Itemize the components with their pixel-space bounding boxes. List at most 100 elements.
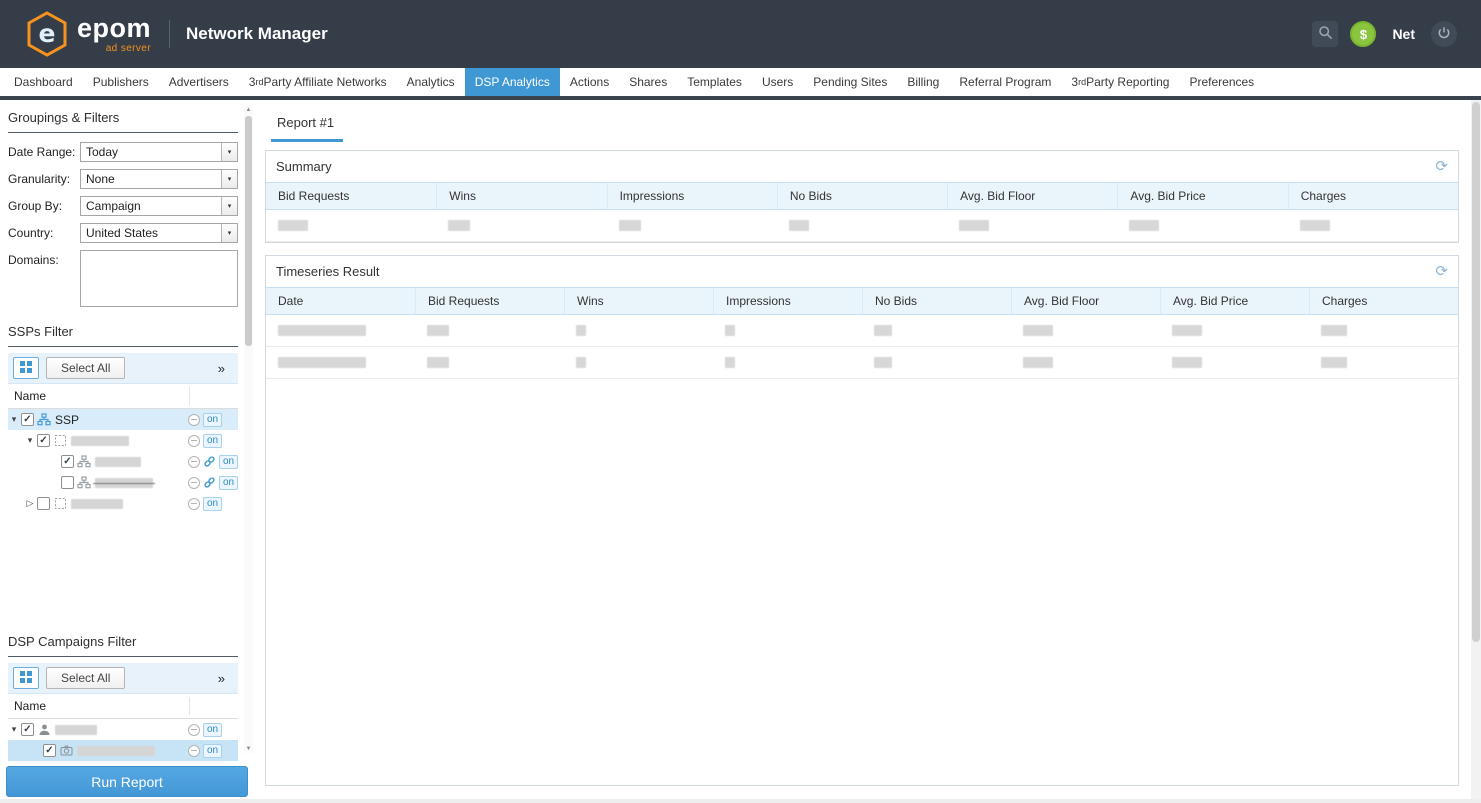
- minus-icon[interactable]: [188, 434, 200, 447]
- ssp-filter-title: SSPs Filter: [8, 314, 238, 347]
- table-cell: [1309, 315, 1458, 347]
- nav-item-referral-program[interactable]: Referral Program: [959, 75, 1052, 89]
- grid-view-button[interactable]: [13, 357, 39, 379]
- country-select[interactable]: United States ▾: [80, 223, 238, 243]
- checkbox-unchecked[interactable]: [37, 497, 50, 510]
- domains-input[interactable]: [80, 250, 238, 307]
- on-badge[interactable]: on: [203, 722, 223, 737]
- account-label[interactable]: Net: [1392, 26, 1415, 42]
- minus-icon[interactable]: [188, 497, 200, 510]
- expander-expanded-icon[interactable]: ▾: [11, 414, 17, 424]
- row-controls: on: [188, 475, 239, 490]
- link-icon[interactable]: [203, 455, 216, 468]
- field-domains: Domains:: [8, 250, 238, 307]
- nav-item-dashboard[interactable]: Dashboard: [14, 75, 73, 89]
- camera-icon: [58, 744, 74, 757]
- tree-row[interactable]: ▷ on: [8, 493, 238, 514]
- field-date-range: Date Range: Today ▾: [8, 142, 238, 162]
- sidebar-scrollbar[interactable]: ▲ ▼: [244, 106, 253, 753]
- table-cell: [415, 347, 564, 379]
- date-range-select[interactable]: Today ▾: [80, 142, 238, 162]
- nav-item-templates[interactable]: Templates: [687, 75, 742, 89]
- table-cell: [266, 315, 415, 347]
- tree-row[interactable]: ✓ on: [8, 451, 239, 472]
- nav-item-pending-sites[interactable]: Pending Sites: [813, 75, 888, 89]
- epom-logo-icon: e: [26, 11, 68, 57]
- nav-item-billing[interactable]: Billing: [907, 75, 940, 89]
- on-badge[interactable]: on: [203, 496, 223, 511]
- nav-item-dsp-analytics[interactable]: DSP Analytics: [464, 68, 560, 96]
- dsp-filter-toolbar: Select All »: [8, 663, 238, 694]
- tree-row-ssp[interactable]: ▾ ✓ SSP on: [8, 409, 238, 430]
- sitemap-icon: [36, 413, 52, 426]
- check-icon: ✓: [63, 455, 72, 467]
- tree-row[interactable]: ▾ ✓ on: [8, 430, 238, 451]
- checkbox-checked[interactable]: ✓: [37, 434, 50, 447]
- select-all-button[interactable]: Select All: [46, 667, 126, 689]
- checkbox-checked[interactable]: ✓: [21, 413, 34, 426]
- refresh-icon[interactable]: ⟳: [1435, 263, 1448, 280]
- report-tab[interactable]: Report #1: [271, 108, 344, 142]
- scroll-down-icon[interactable]: ▼: [245, 746, 252, 752]
- minus-icon[interactable]: [188, 744, 200, 757]
- minus-icon[interactable]: [188, 413, 200, 426]
- redacted-label: [77, 745, 155, 756]
- nav-item-shares[interactable]: Shares: [629, 75, 668, 89]
- table-cell: [266, 347, 415, 379]
- dsp-tree-name-header: Name: [8, 694, 238, 719]
- scrollbar-thumb[interactable]: [1472, 102, 1480, 642]
- grid-view-button[interactable]: [13, 667, 39, 689]
- on-badge[interactable]: on: [219, 475, 239, 490]
- nav-item-preferences[interactable]: Preferences: [1189, 75, 1255, 89]
- on-badge[interactable]: on: [219, 454, 239, 469]
- minus-icon[interactable]: [188, 476, 200, 489]
- panel-title: Summary: [276, 159, 332, 174]
- checkbox-checked[interactable]: ✓: [43, 744, 56, 757]
- horizontal-scrollbar[interactable]: [0, 799, 1481, 803]
- expand-panel-button[interactable]: »: [217, 670, 225, 686]
- checkbox-checked[interactable]: ✓: [21, 723, 34, 736]
- minus-icon[interactable]: [188, 723, 200, 736]
- nav-item-advertisers[interactable]: Advertisers: [168, 75, 229, 89]
- column-header: Avg. Bid Floor: [947, 183, 1117, 209]
- logout-button[interactable]: [1431, 21, 1457, 47]
- tree-row[interactable]: on: [8, 472, 239, 493]
- on-badge[interactable]: on: [203, 433, 223, 448]
- on-badge[interactable]: on: [203, 412, 223, 427]
- on-badge[interactable]: on: [203, 743, 223, 758]
- checkbox-checked[interactable]: ✓: [61, 455, 74, 468]
- tree-row[interactable]: ▾ ✓ on: [8, 719, 238, 740]
- expander-expanded-icon[interactable]: ▾: [11, 724, 17, 734]
- minus-icon[interactable]: [188, 455, 200, 468]
- billing-balance-button[interactable]: $: [1350, 21, 1377, 47]
- nav-item-analytics[interactable]: Analytics: [406, 75, 455, 89]
- nav-item-users[interactable]: Users: [761, 75, 794, 89]
- table-cell: [564, 315, 713, 347]
- group-by-select[interactable]: Campaign ▾: [80, 196, 238, 216]
- scrollbar-thumb[interactable]: [245, 116, 252, 346]
- granularity-select[interactable]: None ▾: [80, 169, 238, 189]
- redacted-value: [278, 220, 308, 231]
- nav-item-actions[interactable]: Actions: [569, 75, 610, 89]
- refresh-icon[interactable]: ⟳: [1435, 158, 1448, 175]
- select-all-button[interactable]: Select All: [46, 357, 126, 379]
- run-report-button[interactable]: Run Report: [6, 766, 248, 797]
- expander-expanded-icon[interactable]: ▾: [27, 435, 33, 445]
- search-button[interactable]: [1312, 21, 1339, 47]
- nav-item-publishers[interactable]: Publishers: [92, 75, 149, 89]
- scroll-up-icon[interactable]: ▲: [245, 107, 252, 113]
- sidebar-title: Groupings & Filters: [8, 100, 238, 133]
- check-icon: ✓: [23, 723, 32, 735]
- checkbox-unchecked[interactable]: [61, 476, 74, 489]
- expander-collapsed-icon[interactable]: ▷: [26, 498, 34, 508]
- selection-box-icon: [52, 497, 68, 510]
- tree-row-selected[interactable]: ✓ on: [8, 740, 238, 761]
- expand-panel-button[interactable]: »: [217, 360, 225, 376]
- page-scrollbar[interactable]: [1471, 100, 1481, 799]
- brand[interactable]: e epom ad server Network Manager: [26, 11, 328, 57]
- link-icon[interactable]: [203, 476, 216, 489]
